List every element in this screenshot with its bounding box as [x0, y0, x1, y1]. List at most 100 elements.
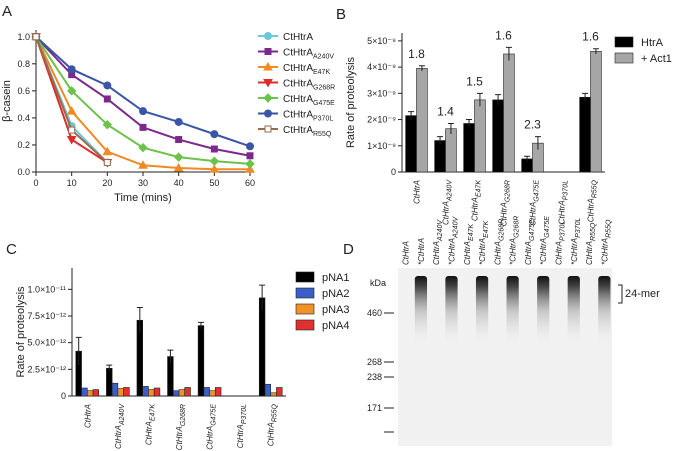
lane-label-main: CtHtrA — [432, 241, 441, 265]
point — [102, 146, 113, 156]
bar — [258, 297, 266, 397]
point — [68, 126, 76, 134]
y-tick-label: 0.0 — [17, 167, 30, 177]
lane-label: *CtHtrAA240V — [448, 216, 460, 265]
legend-label: CtHtrAP370L — [283, 110, 333, 123]
bar — [178, 389, 186, 397]
lane-label-sub: R55Q — [590, 222, 597, 241]
x-tick-label-main: CtHtrA — [175, 426, 184, 450]
point — [103, 159, 111, 167]
gel-smear — [567, 276, 580, 346]
panel-label: C — [6, 241, 17, 258]
lane-label-main: *CtHtrA — [600, 238, 609, 265]
x-tick-label-main: CtHtrA — [83, 404, 92, 428]
lane-label-main: CtHtrA — [555, 241, 564, 265]
error-bar — [136, 306, 143, 334]
bar — [203, 387, 210, 397]
legend-label: pNA1 — [322, 272, 350, 284]
gel-smear — [414, 276, 428, 346]
lane-label-sub: E47K — [468, 224, 475, 241]
y-tick-label: 1.0 — [17, 32, 30, 42]
lane-label: CtHtrA — [402, 241, 411, 265]
y-tick-label: 3×10⁻⁹ — [367, 88, 396, 98]
point — [209, 156, 220, 166]
lane-label: CtHtrAA240V — [432, 219, 444, 265]
point — [32, 33, 40, 41]
x-tick-label: 30 — [138, 178, 148, 188]
legend-label-main: CtHtrA — [283, 110, 313, 121]
gel-smear — [475, 276, 489, 346]
point — [246, 142, 254, 151]
point — [103, 81, 112, 90]
y-tick-label: 0 — [391, 167, 396, 177]
bar — [503, 53, 515, 173]
x-tick-label: CtHtrAA240V — [114, 403, 126, 449]
legend-label-main: CtHtrA — [283, 79, 313, 90]
legend-marker — [264, 48, 272, 55]
lane-label-main: CtHtrA — [585, 241, 594, 265]
x-tick-label-sub: E47K — [149, 404, 156, 421]
bar — [590, 51, 602, 173]
bar — [153, 387, 161, 397]
gel-smear — [598, 276, 611, 346]
legend-label: HtrA — [641, 37, 664, 49]
x-tick-label-sub: P370L — [563, 180, 570, 200]
x-tick-label: CtHtrA — [413, 180, 422, 204]
point — [174, 117, 183, 126]
lane-label-sub: G475E — [544, 216, 551, 238]
legend-label: pNA2 — [322, 288, 350, 300]
y-tick-label: 0.8 — [17, 59, 30, 69]
ratio-label: 1.5 — [466, 74, 483, 88]
legend-label: CtHtrAG475E — [283, 94, 335, 107]
x-tick-label: CtHtrAE47K — [144, 404, 156, 445]
lane-label: *CtHtrAE47K — [478, 220, 490, 265]
lane-label-main: CtHtrA — [402, 241, 411, 265]
bar — [86, 390, 94, 397]
legend-label: pNA4 — [322, 320, 350, 332]
x-tick-label: CtHtrAR55Q — [267, 403, 279, 446]
error-bar — [197, 321, 204, 329]
panel-label: B — [336, 6, 346, 23]
x-tick-label-sub: A240V — [447, 179, 454, 202]
bar — [215, 387, 222, 397]
bar — [492, 99, 504, 173]
point — [245, 164, 255, 173]
bar — [474, 99, 486, 173]
point — [209, 164, 220, 173]
x-tick-label-main: CtHtrA — [442, 201, 451, 225]
error-bar — [408, 111, 415, 120]
x-tick-label-sub: R55Q — [272, 403, 279, 422]
lane-label-sub: G475E — [529, 219, 536, 241]
legend-swatch — [295, 287, 315, 299]
x-tick-label-sub: G475E — [534, 180, 541, 202]
x-tick-label-main: CtHtrA — [413, 180, 422, 204]
point — [245, 159, 255, 169]
legend-marker — [263, 61, 273, 71]
y-axis-title: Rate of proteolysis — [345, 56, 357, 148]
x-tick-label-main: CtHtrA — [529, 202, 538, 226]
x-tick-label-main: CtHtrA — [471, 197, 480, 221]
lane-label-sub: P370L — [560, 221, 567, 241]
error-bar — [106, 364, 113, 372]
point — [66, 86, 77, 96]
marker-label: 268 — [367, 357, 382, 367]
ratio-label: 1.4 — [437, 104, 454, 118]
bar — [111, 382, 119, 397]
lane-label: CtHtrAG268R — [493, 219, 505, 265]
lane-label-main: *CtHtrA — [478, 238, 487, 265]
x-tick-label: 20 — [102, 178, 112, 188]
point — [175, 136, 183, 144]
x-tick-label: CtHtrAG268R — [175, 404, 187, 450]
legend-swatch — [295, 319, 315, 331]
lane-label-main: *CtHtrA — [417, 238, 426, 265]
legend-marker — [264, 32, 272, 40]
legend-label-main: CtHtrA — [283, 32, 313, 43]
legend-swatch — [614, 36, 634, 48]
y-tick-label: 1×10⁻⁹ — [367, 141, 396, 151]
lane-label: *CtHtrAG268R — [509, 216, 521, 265]
error-bar — [418, 65, 425, 72]
y-tick-label: 0.6 — [17, 86, 30, 96]
x-tick-label: CtHtrAR55Q — [587, 179, 599, 222]
bar — [405, 115, 417, 173]
